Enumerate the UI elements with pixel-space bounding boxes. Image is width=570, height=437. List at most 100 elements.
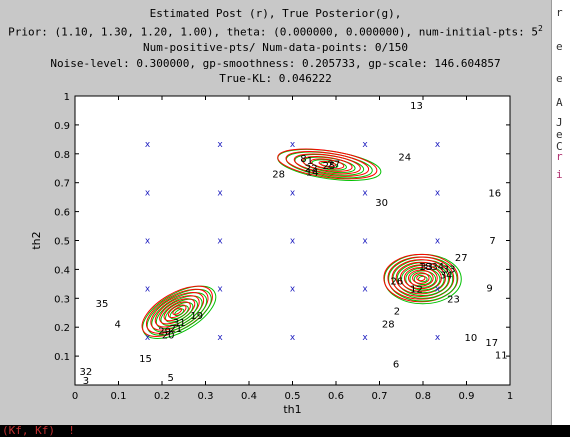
terminal-strip: (Kf, Kf) ! (0, 425, 570, 437)
point-label-3: 3 (83, 376, 89, 387)
x-tick-label-6: 0.6 (328, 391, 344, 402)
x-tick-label-5: 0.5 (285, 391, 301, 402)
contour-true-lower-right-8 (418, 275, 428, 283)
contour-true-lower-right-5 (405, 267, 441, 291)
grid-marker-3-2: x (362, 237, 368, 247)
contour-estimated-upper-middle-3 (302, 155, 353, 172)
contour-estimated-lower-right-2 (391, 259, 451, 298)
point-label-14: 14 (306, 167, 319, 178)
point-label-11: 11 (495, 351, 508, 362)
contour-true-lower-left-0 (142, 285, 217, 339)
point-label-29: 29 (158, 327, 171, 338)
grid-marker-0-0: x (145, 333, 151, 343)
x-tick-label-1: 0.1 (111, 391, 127, 402)
point-label-6: 6 (393, 359, 399, 370)
y-tick-label-1: 0.2 (54, 323, 70, 334)
contour-estimated-lower-right-6 (408, 269, 434, 287)
point-label-31: 31 (173, 318, 186, 329)
strip-char-4: A (556, 96, 563, 109)
grid-marker-2-3: x (290, 188, 296, 198)
grid-marker-1-0: x (217, 333, 223, 343)
plot-area (75, 96, 510, 385)
grid-marker-3-0: x (362, 333, 368, 343)
point-label-33: 33 (443, 265, 456, 276)
title-line-2-text: Prior: (1.10, 1.30, 1.20, 1.00), theta: … (8, 26, 538, 40)
x-tick-label-7: 0.7 (372, 391, 388, 402)
grid-marker-1-1: x (217, 285, 223, 295)
y-tick-label-7: 0.8 (54, 150, 70, 161)
point-label-22: 22 (305, 163, 318, 174)
point-label-13: 13 (410, 101, 423, 112)
x-tick-label-8: 0.8 (415, 391, 431, 402)
grid-marker-3-1: x (362, 285, 368, 295)
title-superscript: 2 (537, 24, 543, 34)
point-label-25: 25 (323, 161, 336, 172)
grid-marker-3-3: x (362, 188, 368, 198)
y-tick-label-2: 0.3 (54, 294, 70, 305)
grid-marker-0-3: x (145, 188, 151, 198)
x-tick-label-9: 0.9 (459, 391, 475, 402)
x-tick-label-3: 0.3 (198, 391, 214, 402)
strip-char-5: J (556, 116, 563, 129)
chart-title: Estimated Post (r), True Posterior(g), P… (0, 6, 551, 87)
y-tick-label-6: 0.7 (54, 179, 70, 190)
point-label-7: 7 (489, 236, 495, 247)
point-label-4: 4 (114, 320, 120, 331)
point-label-20: 20 (162, 331, 175, 342)
point-label-26: 26 (391, 277, 404, 288)
contour-estimated-lower-right-8 (416, 274, 426, 282)
grid-marker-4-4: x (435, 140, 441, 150)
terminal-text: (Kf, Kf) ! (2, 424, 75, 437)
grid-marker-2-2: x (290, 237, 296, 247)
grid-marker-2-4: x (290, 140, 296, 150)
title-line-5: True-KL: 0.046222 (219, 72, 332, 86)
point-label-19: 19 (190, 311, 203, 322)
y-tick-label-9: 1 (64, 92, 70, 103)
contour-estimated-upper-middle-5 (318, 160, 337, 167)
grid-marker-0-4: x (145, 140, 151, 150)
x-tick-label-4: 0.4 (241, 391, 257, 402)
contour-estimated-lower-right-4 (399, 264, 442, 292)
strip-char-8: r (556, 150, 563, 163)
point-label-27: 27 (327, 159, 340, 170)
point-label-5: 5 (168, 373, 174, 384)
point-label-12: 12 (410, 284, 423, 295)
grid-marker-2-0: x (290, 333, 296, 343)
x-tick-label-2: 0.2 (154, 391, 170, 402)
y-tick-label-0: 0.1 (54, 352, 70, 363)
contour-estimated-upper-middle-1 (285, 151, 370, 177)
contour-estimated-lower-right-1 (387, 256, 455, 300)
x-tick-label-0: 0 (72, 391, 78, 402)
contour-estimated-lower-left-7 (172, 307, 183, 315)
grid-marker-1-4: x (217, 140, 223, 150)
grid-marker-4-3: x (435, 188, 441, 198)
title-line-2: Prior: (1.10, 1.30, 1.20, 1.00), theta: … (0, 21, 551, 40)
contour-true-lower-right-7 (413, 273, 432, 286)
point-label-35: 35 (96, 299, 109, 310)
point-label-2: 2 (394, 306, 400, 317)
grid-marker-0-1: x (145, 285, 151, 295)
title-line-3: Num-positive-pts/ Num-data-points: 0/150 (143, 41, 408, 55)
strip-char-9: i (556, 168, 563, 181)
strip-char-7: C (556, 140, 563, 153)
x-tick-label-10: 1 (507, 391, 513, 402)
strip-char-6: e (556, 128, 563, 141)
point-label-9: 9 (486, 284, 492, 295)
contour-estimated-lower-right-0 (383, 253, 459, 303)
grid-marker-2-1: x (290, 285, 296, 295)
figure-window: Estimated Post (r), True Posterior(g), P… (0, 0, 551, 425)
x-axis-label: th1 (283, 403, 301, 416)
contour-estimated-upper-middle-2 (293, 153, 361, 175)
contour-true-lower-right-6 (409, 270, 437, 288)
y-tick-label-8: 0.9 (54, 121, 70, 132)
point-label-34: 34 (440, 270, 453, 281)
title-line-1: Estimated Post (r), True Posterior(g), (149, 7, 402, 20)
grid-marker-4-2: x (435, 237, 441, 247)
point-label-10: 10 (464, 333, 477, 344)
grid-marker-1-3: x (217, 188, 223, 198)
point-label-34: 34 (431, 262, 444, 273)
grid-marker-3-4: x (362, 140, 368, 150)
strip-char-1: r (556, 6, 563, 19)
y-tick-label-4: 0.5 (54, 237, 70, 248)
grid-marker-1-2: x (217, 237, 223, 247)
